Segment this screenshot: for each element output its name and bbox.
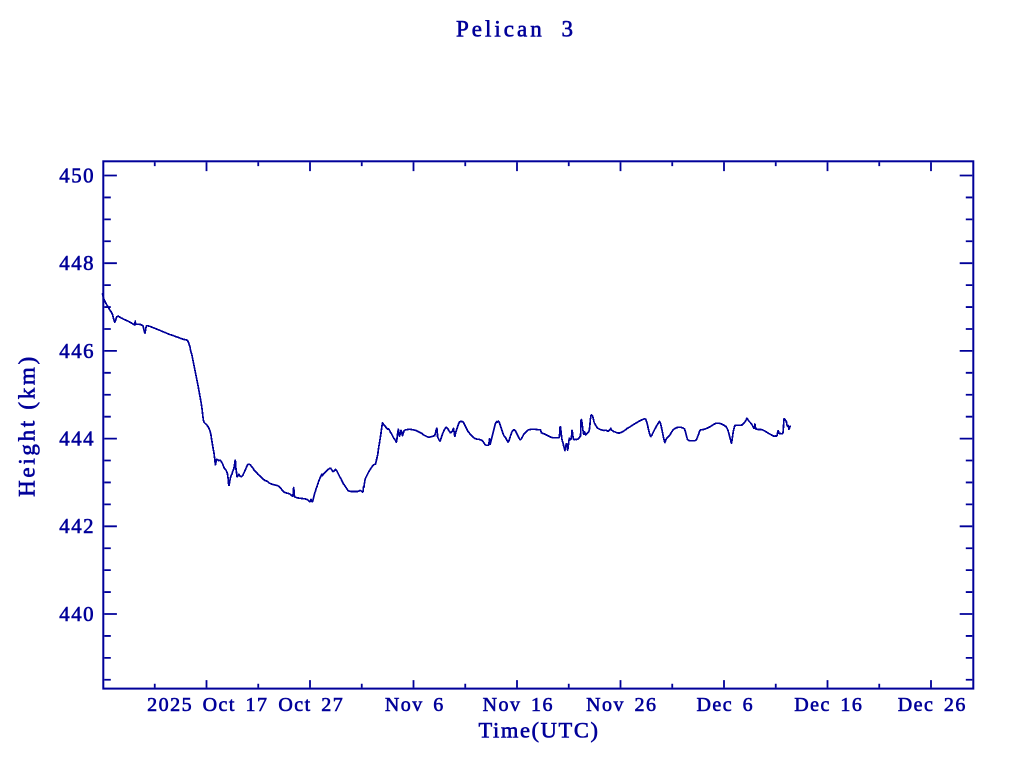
svg-text:Time(UTC): Time(UTC) xyxy=(478,718,599,743)
svg-text:446: 446 xyxy=(59,340,95,363)
svg-text:Dec 16: Dec 16 xyxy=(794,694,863,716)
svg-text:444: 444 xyxy=(59,428,95,451)
svg-text:Dec 6: Dec 6 xyxy=(696,694,754,716)
svg-text:Dec 26: Dec 26 xyxy=(898,694,967,716)
svg-text:Pelican 3: Pelican 3 xyxy=(456,17,576,42)
svg-text:450: 450 xyxy=(59,164,95,187)
svg-text:442: 442 xyxy=(59,515,95,538)
svg-text:Nov 16: Nov 16 xyxy=(483,694,554,716)
svg-text:448: 448 xyxy=(59,252,95,275)
svg-text:2025 Oct 17: 2025 Oct 17 xyxy=(147,694,268,716)
svg-text:Nov 6: Nov 6 xyxy=(385,694,445,716)
svg-text:Nov 26: Nov 26 xyxy=(586,694,657,716)
svg-text:Oct 27: Oct 27 xyxy=(278,694,344,716)
svg-text:Height (km): Height (km) xyxy=(15,354,40,497)
svg-text:440: 440 xyxy=(59,603,95,626)
